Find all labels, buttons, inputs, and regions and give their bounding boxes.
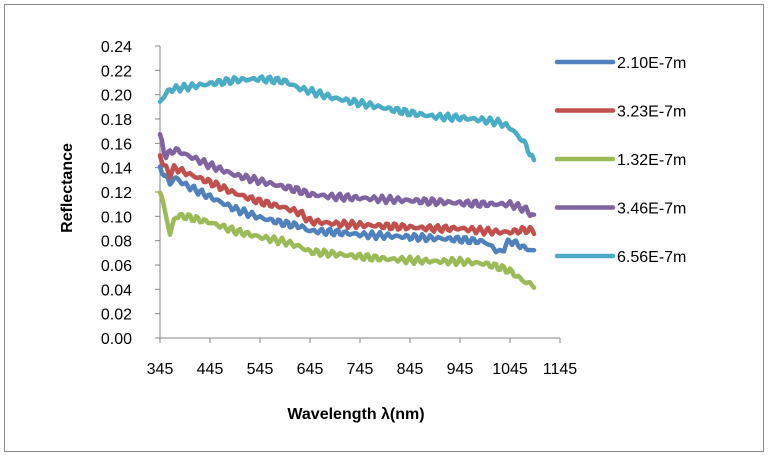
- y-tick-label: 0.20: [101, 88, 132, 105]
- y-tick-label: 0.00: [101, 331, 132, 348]
- legend-label: 6.56E-7m: [617, 249, 686, 266]
- x-tick-label: 545: [247, 361, 274, 378]
- y-tick-label: 0.12: [101, 185, 132, 202]
- x-axis-title: Wavelength λ(nm): [287, 406, 424, 423]
- y-axis: 0.00 0.02 0.04 0.06 0.08 0.10 0.12 0.14 0.16 0.18…: [101, 39, 161, 348]
- x-tick-label: 745: [347, 361, 374, 378]
- y-axis-title: Reflectance: [59, 143, 76, 233]
- legend: 2.10E-7m 3.23E-7m 1.32E-7m 3.46E-7m 6.56E-7m: [554, 55, 686, 266]
- y-tick-label: 0.04: [101, 282, 132, 299]
- x-tick-label: 445: [197, 361, 224, 378]
- y-tick-label: 0.14: [101, 161, 132, 178]
- y-tick-label: 0.08: [101, 234, 132, 251]
- x-tick-label: 1145: [543, 361, 578, 378]
- y-tick-label: 0.02: [101, 307, 132, 324]
- x-tick-label: 1045: [492, 361, 528, 378]
- legend-label: 3.23E-7m: [617, 104, 686, 121]
- y-tick-label: 0.24: [101, 39, 132, 56]
- series-lines: [157, 74, 537, 290]
- legend-label: 2.10E-7m: [617, 55, 686, 72]
- y-tick-label: 0.18: [101, 112, 132, 129]
- y-tick-label: 0.16: [101, 136, 132, 153]
- legend-label: 3.46E-7m: [617, 201, 686, 218]
- x-tick-label: 345: [147, 361, 174, 378]
- series-line-3: [157, 190, 537, 290]
- series-line-5: [157, 74, 537, 163]
- y-tick-label: 0.06: [101, 258, 132, 275]
- series-line-1: [157, 164, 537, 255]
- y-tick-label: 0.22: [101, 63, 132, 80]
- x-axis: 345 445 545 645 745 845 945 1045 1145: [147, 337, 578, 378]
- legend-label: 1.32E-7m: [617, 152, 686, 169]
- series-line-2: [157, 153, 537, 237]
- x-tick-label: 645: [297, 361, 324, 378]
- x-tick-label: 845: [397, 361, 424, 378]
- y-tick-label: 0.10: [101, 209, 132, 226]
- series-line-4: [157, 131, 537, 219]
- x-tick-label: 945: [447, 361, 474, 378]
